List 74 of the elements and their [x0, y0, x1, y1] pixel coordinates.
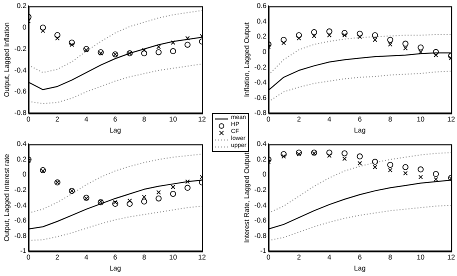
- point: [434, 52, 438, 58]
- point: [280, 36, 287, 43]
- point: [156, 195, 162, 202]
- point: [156, 44, 161, 50]
- point: [418, 44, 424, 50]
- point: [358, 161, 362, 166]
- point: [170, 48, 176, 54]
- point: [142, 194, 146, 200]
- point: [358, 34, 362, 40]
- line-series: [28, 10, 202, 74]
- point: [170, 184, 176, 190]
- point: [342, 156, 347, 161]
- point: [434, 177, 438, 182]
- point: [387, 36, 394, 43]
- point: [432, 171, 439, 178]
- point: [326, 28, 332, 34]
- point: [141, 50, 148, 56]
- point: [296, 32, 302, 38]
- point: [403, 171, 408, 176]
- point: [356, 30, 363, 37]
- point: [372, 158, 378, 165]
- point: [387, 162, 394, 168]
- point: [112, 200, 118, 205]
- point: [418, 50, 423, 54]
- point: [98, 49, 104, 56]
- point: [156, 49, 162, 56]
- point: [185, 36, 190, 41]
- line-series: [268, 152, 452, 214]
- point: [170, 40, 176, 45]
- point: [402, 164, 408, 170]
- point: [54, 32, 60, 38]
- point: [70, 42, 74, 47]
- point: [342, 150, 348, 156]
- point: [372, 32, 378, 38]
- point: [388, 168, 392, 172]
- point: [281, 40, 286, 46]
- point: [296, 150, 302, 156]
- line-series: [268, 70, 452, 102]
- point: [98, 51, 104, 56]
- point: [142, 48, 146, 52]
- point: [296, 152, 302, 156]
- point: [388, 42, 392, 47]
- point: [418, 166, 424, 172]
- point: [40, 28, 46, 34]
- point: [127, 198, 132, 203]
- point: [170, 190, 176, 197]
- point: [327, 33, 332, 38]
- point: [185, 179, 190, 184]
- point: [311, 29, 318, 36]
- point: [327, 153, 332, 158]
- point: [280, 151, 287, 158]
- point: [156, 190, 161, 195]
- point: [432, 49, 439, 56]
- point: [402, 40, 408, 47]
- point: [372, 164, 378, 170]
- point: [356, 153, 363, 160]
- point: [418, 174, 423, 180]
- point: [281, 154, 286, 159]
- point: [55, 36, 60, 41]
- point: [296, 36, 302, 41]
- point: [40, 24, 46, 31]
- line-series: [28, 154, 202, 214]
- point: [342, 30, 348, 36]
- point: [312, 34, 316, 38]
- point: [372, 38, 378, 42]
- point: [126, 200, 133, 207]
- point: [403, 46, 408, 50]
- point: [326, 150, 332, 156]
- point: [112, 200, 118, 207]
- point: [184, 42, 191, 48]
- point: [141, 198, 148, 205]
- point: [184, 184, 191, 191]
- point: [342, 33, 347, 38]
- point: [68, 40, 75, 46]
